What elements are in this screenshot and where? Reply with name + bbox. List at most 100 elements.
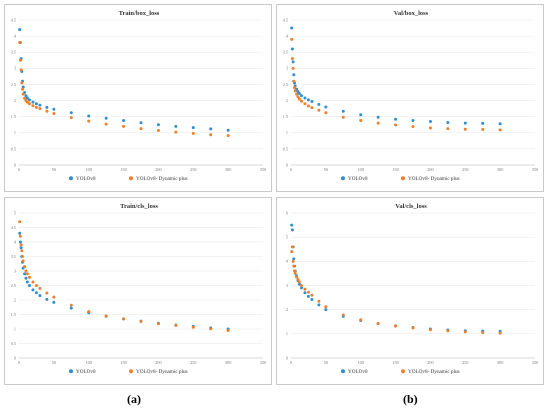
- data-point: [359, 113, 363, 117]
- y-tick-label: 0.5: [283, 146, 288, 151]
- legend-label: YOLOv8: [348, 369, 368, 375]
- x-tick-label: 300: [225, 360, 231, 365]
- data-point: [18, 28, 22, 32]
- legend-label: YOLOv8: [76, 369, 96, 375]
- data-point: [292, 73, 296, 77]
- y-tick-label: 1: [286, 130, 288, 135]
- x-tick-label: 300: [497, 360, 503, 365]
- data-point: [226, 128, 230, 132]
- data-point: [20, 249, 24, 253]
- x-tick-label: 100: [86, 167, 92, 172]
- data-point: [291, 60, 295, 64]
- series-dynamic-plus: [290, 37, 502, 132]
- series-yolov8: [290, 26, 502, 126]
- data-point: [174, 124, 178, 128]
- legend-label: YOLOv8: [76, 176, 96, 182]
- data-point: [290, 57, 294, 61]
- legend-marker: [129, 176, 133, 181]
- data-point: [446, 329, 450, 333]
- x-tick-label: 350: [532, 360, 538, 365]
- caption-b: (b): [403, 392, 418, 406]
- x-tick-label: 250: [462, 360, 468, 365]
- data-point: [34, 291, 38, 295]
- data-point: [209, 133, 213, 137]
- y-tick-label: 0: [14, 162, 16, 167]
- data-point: [411, 119, 415, 123]
- data-point: [122, 124, 126, 128]
- data-point: [104, 314, 108, 318]
- legend-label: YOLOv8: [348, 176, 368, 182]
- series-dynamic-plus: [18, 220, 230, 332]
- data-point: [317, 108, 321, 112]
- y-tick-label: 4.5: [11, 225, 16, 230]
- data-point: [139, 319, 143, 323]
- data-point: [359, 119, 363, 123]
- chart-panel-val-cls-loss: Val/cls_loss 0 1 2 3 4 5 6 0 50 100 150 200 250 300 350…: [276, 197, 544, 385]
- data-point: [306, 104, 310, 108]
- data-point: [18, 234, 22, 238]
- data-point: [317, 102, 321, 106]
- data-point: [45, 109, 49, 113]
- legend-marker: [341, 176, 345, 181]
- x-tick-label: 250: [190, 360, 196, 365]
- data-point: [446, 127, 450, 131]
- data-point: [303, 287, 307, 291]
- data-point: [27, 275, 31, 279]
- data-point: [52, 107, 56, 111]
- y-tick-label: 3: [286, 66, 288, 71]
- series-yolov8: [290, 223, 502, 333]
- data-point: [156, 123, 160, 127]
- data-point: [122, 119, 126, 123]
- data-point: [481, 128, 485, 132]
- data-point: [27, 98, 31, 102]
- x-tick-label: 50: [52, 360, 56, 365]
- data-point: [359, 318, 363, 322]
- data-point: [295, 275, 299, 279]
- y-tick-label: 4: [286, 259, 289, 264]
- data-point: [45, 297, 49, 301]
- data-point: [34, 105, 38, 109]
- data-point: [292, 79, 296, 83]
- data-point: [341, 115, 345, 119]
- data-point: [498, 128, 502, 132]
- data-point: [293, 271, 297, 275]
- data-point: [498, 122, 502, 126]
- chart-svg: Train/box_loss 0 0.5 1 1.5 2 2.5 3 3.5 4 4.5 0 50 100…: [11, 10, 266, 182]
- data-point: [18, 231, 22, 235]
- data-point: [290, 228, 294, 232]
- data-point: [174, 130, 178, 134]
- x-tick-label: 150: [120, 167, 126, 172]
- data-point: [25, 280, 29, 284]
- y-tick-label: 2: [14, 98, 16, 103]
- data-point: [293, 89, 297, 93]
- y-tick-label: 1: [14, 326, 16, 331]
- data-point: [31, 280, 35, 284]
- data-point: [209, 127, 213, 131]
- y-tick-label: 1: [14, 130, 16, 135]
- data-point: [297, 91, 301, 95]
- y-tick-label: 5: [286, 235, 288, 240]
- data-point: [306, 294, 310, 298]
- data-point: [27, 102, 31, 106]
- y-tick-label: 2.5: [11, 283, 16, 288]
- data-point: [446, 120, 450, 124]
- data-point: [299, 99, 303, 103]
- legend-marker: [69, 369, 73, 374]
- data-point: [87, 310, 91, 314]
- data-point: [87, 114, 91, 118]
- series-yolov8: [18, 231, 230, 331]
- data-point: [25, 272, 29, 276]
- data-point: [34, 102, 38, 106]
- data-point: [18, 220, 22, 224]
- data-point: [31, 104, 35, 108]
- data-point: [24, 276, 28, 280]
- data-point: [20, 81, 24, 85]
- series-dynamic-plus: [18, 41, 230, 138]
- data-point: [104, 116, 108, 120]
- x-tick-label: 350: [260, 360, 266, 365]
- data-point: [21, 92, 25, 96]
- x-tick-label: 350: [532, 167, 538, 172]
- data-point: [306, 290, 310, 294]
- legend-marker: [401, 176, 405, 181]
- data-point: [52, 295, 56, 299]
